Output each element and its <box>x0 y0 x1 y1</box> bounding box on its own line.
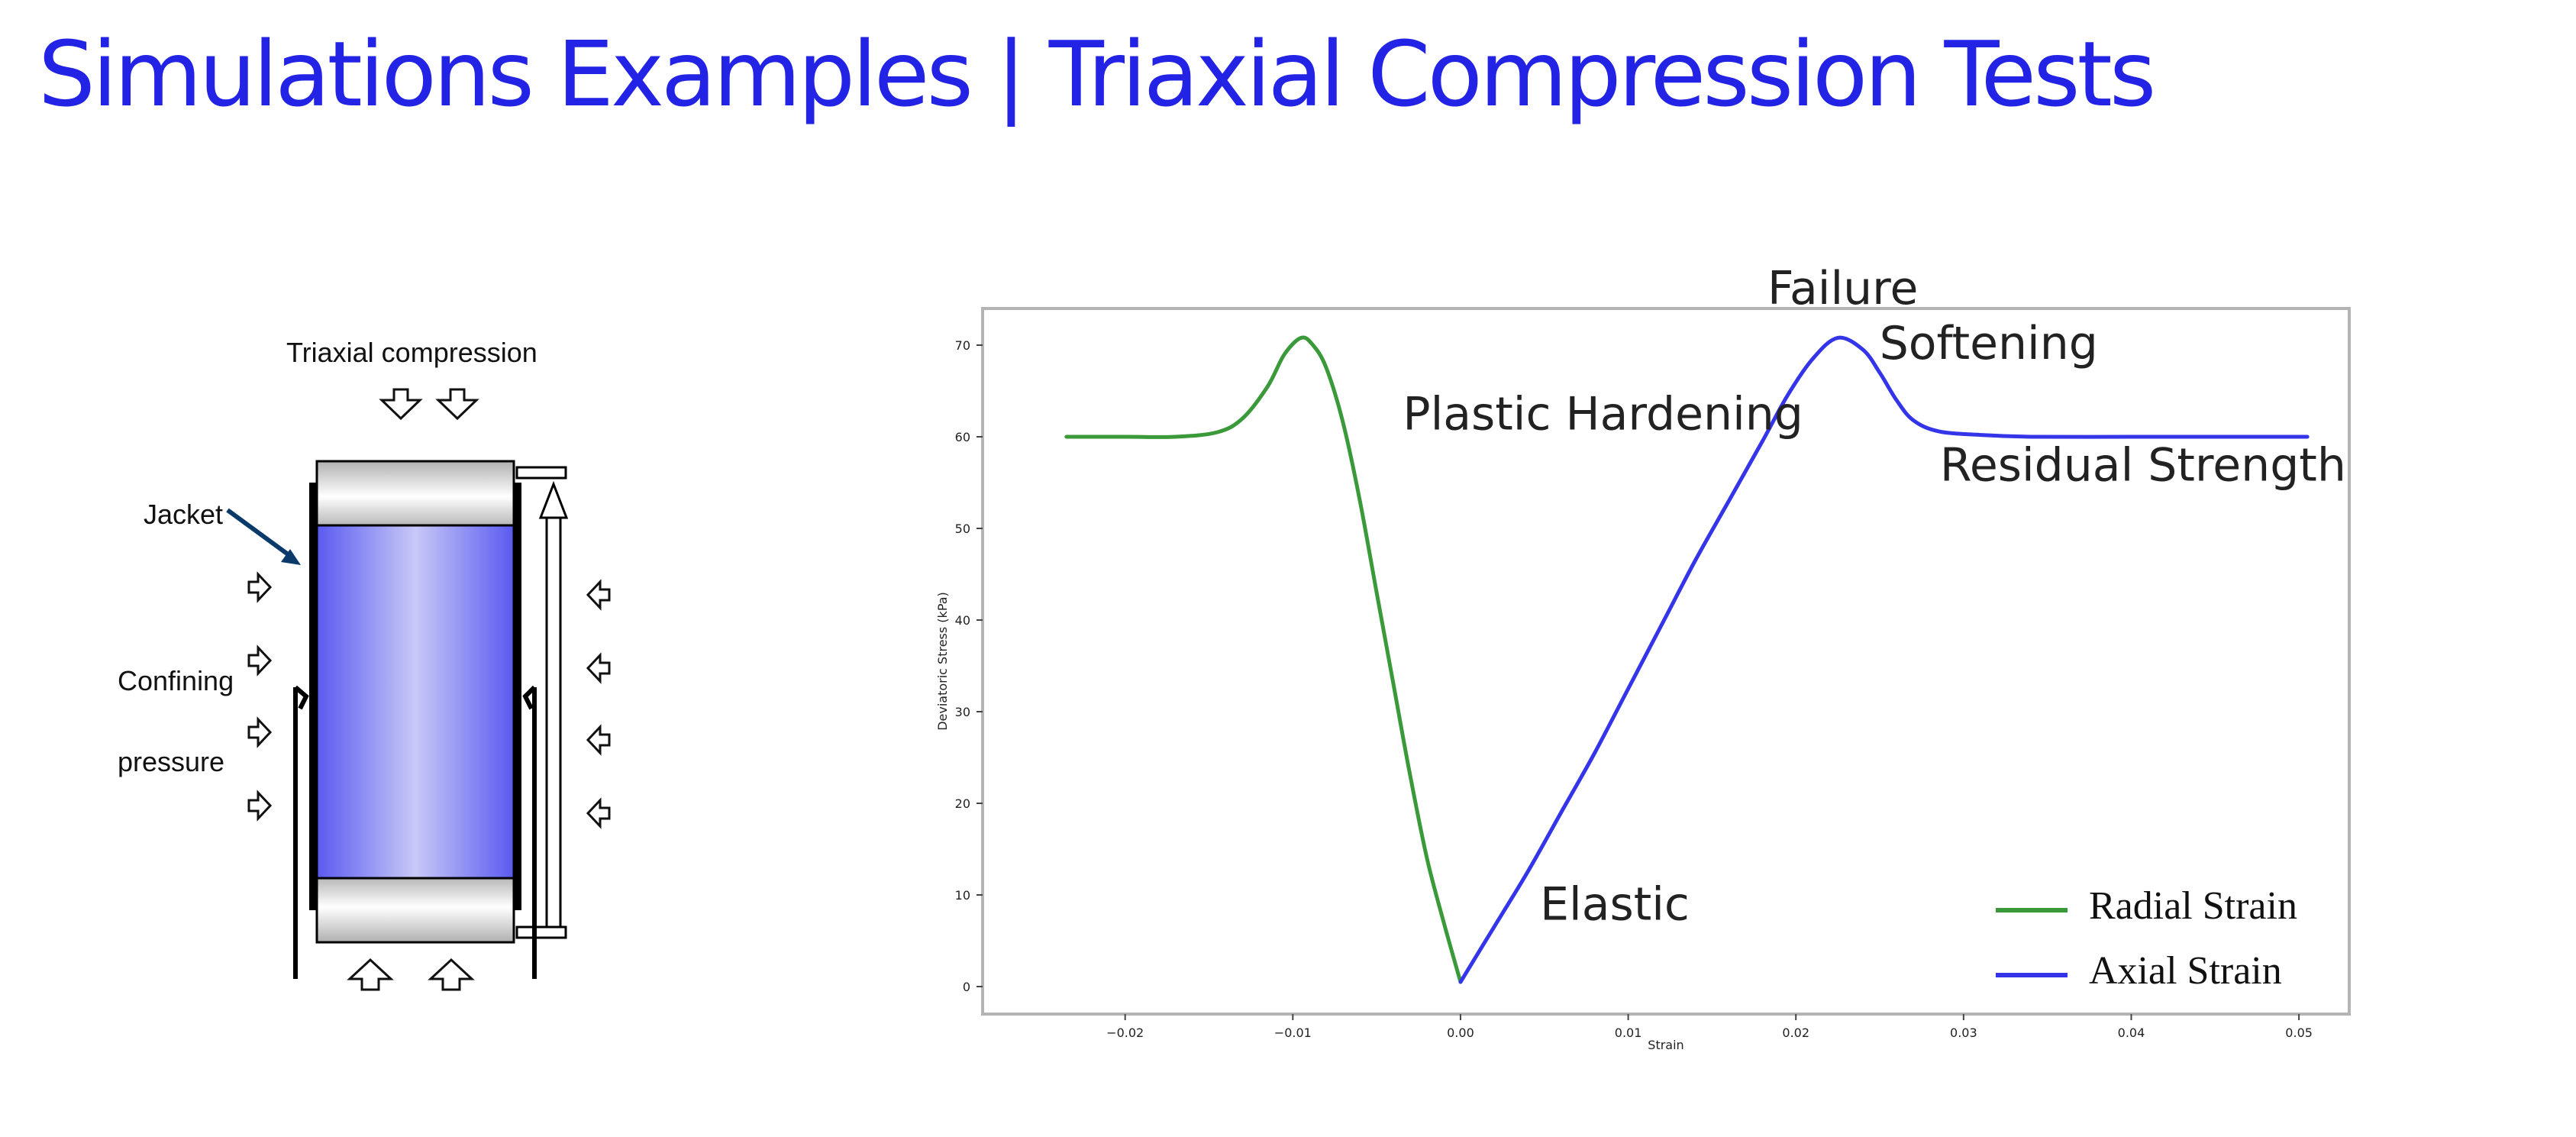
series-lines <box>1064 335 2310 984</box>
x-tick-label: 0.02 <box>1782 1026 1809 1040</box>
down-arrow-icon <box>379 388 423 421</box>
bottom-load-arrows <box>347 958 475 991</box>
annotation-elastic: Elastic <box>1540 877 1690 931</box>
axial-strain-line <box>1458 335 2310 984</box>
left-arrow-icon <box>586 652 611 684</box>
y-tick-label: 50 <box>955 522 970 536</box>
annotation-residual-strength: Residual Strength <box>1940 439 2346 493</box>
plot-area-frame <box>981 307 2351 1016</box>
loading-frame <box>515 466 569 939</box>
annotation-softening: Softening <box>1880 317 2098 370</box>
x-tick-label: 0.01 <box>1615 1026 1642 1040</box>
up-arrow-icon <box>428 958 475 991</box>
x-tick-label: 0.05 <box>2285 1026 2313 1040</box>
right-arrow-icon <box>247 644 273 677</box>
right-arrow-icon <box>247 571 273 603</box>
left-arrow-icon <box>586 724 611 756</box>
left-arrow-icon <box>586 579 611 611</box>
y-axis-ticks: 0 10 20 30 40 50 60 70 <box>955 338 983 994</box>
y-tick-label: 20 <box>955 796 970 811</box>
annotation-failure: Failure <box>1767 262 1918 315</box>
y-axis-label: Deviatoric Stress (kPa) <box>935 592 950 731</box>
right-arrow-icon <box>247 790 273 822</box>
slide-title: Simulations Examples | Triaxial Compress… <box>38 21 2156 127</box>
y-tick-label: 60 <box>955 430 970 444</box>
up-arrow-icon <box>538 480 569 519</box>
up-arrow-icon <box>347 958 394 991</box>
y-tick-label: 30 <box>955 705 970 719</box>
top-cap <box>315 460 515 527</box>
pressure-label: pressure <box>118 746 224 777</box>
radial-strain-line <box>1064 335 1463 984</box>
x-axis-ticks: −0.02 −0.01 0.00 0.01 0.02 0.03 0.04 0.05 <box>1106 1014 2313 1040</box>
down-arrow-icon <box>435 388 479 421</box>
jacket-right <box>514 483 521 910</box>
x-tick-label: 0.03 <box>1950 1026 1977 1040</box>
left-arrow-icon <box>586 797 611 829</box>
confinement-lines <box>293 685 537 979</box>
confining-label: Confining <box>118 665 234 696</box>
diagram-title: Triaxial compression <box>286 337 537 368</box>
x-tick-label: 0.04 <box>2118 1026 2145 1040</box>
legend: Radial Strain Axial Strain <box>1996 884 2297 993</box>
legend-label-radial: Radial Strain <box>2089 884 2297 928</box>
right-arrow-icon <box>247 716 273 748</box>
top-load-arrows <box>379 388 479 421</box>
right-confining-arrows <box>586 579 611 829</box>
left-confining-arrows <box>247 571 273 822</box>
y-tick-label: 10 <box>955 888 970 903</box>
bottom-cap <box>315 877 515 944</box>
annotation-plastic-hardening: Plastic Hardening <box>1403 387 1803 441</box>
triaxial-diagram: Triaxial compression Jacket Confining pr… <box>118 337 611 991</box>
x-axis-label: Strain <box>1648 1038 1683 1052</box>
y-tick-label: 0 <box>963 980 970 994</box>
x-tick-label: 0.00 <box>1447 1026 1474 1040</box>
jacket-pointer-arrow <box>226 508 301 565</box>
x-tick-label: −0.02 <box>1106 1026 1144 1040</box>
y-tick-label: 70 <box>955 338 970 353</box>
y-tick-label: 40 <box>955 613 970 628</box>
x-tick-label: −0.01 <box>1274 1026 1312 1040</box>
jacket-left <box>309 483 317 910</box>
legend-label-axial: Axial Strain <box>2089 949 2282 993</box>
jacket-label: Jacket <box>144 499 223 530</box>
